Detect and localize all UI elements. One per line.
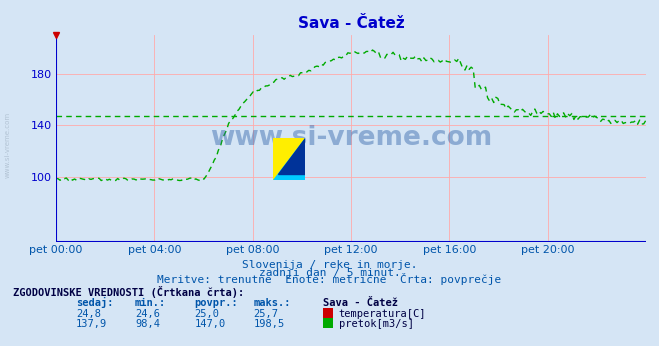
Text: 198,5: 198,5 — [254, 319, 285, 329]
Text: ZGODOVINSKE VREDNOSTI (Črtkana črta):: ZGODOVINSKE VREDNOSTI (Črtkana črta): — [13, 286, 244, 298]
Text: sedaj:: sedaj: — [76, 297, 113, 308]
Text: 147,0: 147,0 — [194, 319, 225, 329]
Text: povpr.:: povpr.: — [194, 298, 238, 308]
Text: www.si-vreme.com: www.si-vreme.com — [5, 112, 11, 179]
Polygon shape — [273, 138, 305, 180]
Text: min.:: min.: — [135, 298, 166, 308]
Text: temperatura[C]: temperatura[C] — [339, 309, 426, 319]
Text: zadnji dan / 5 minut.: zadnji dan / 5 minut. — [258, 268, 401, 278]
Title: Sava - Čatež: Sava - Čatež — [298, 16, 404, 31]
Text: 24,8: 24,8 — [76, 309, 101, 319]
Text: 98,4: 98,4 — [135, 319, 160, 329]
Text: 25,7: 25,7 — [254, 309, 279, 319]
Polygon shape — [273, 138, 305, 180]
Text: www.si-vreme.com: www.si-vreme.com — [210, 125, 492, 152]
Polygon shape — [278, 138, 305, 174]
Text: pretok[m3/s]: pretok[m3/s] — [339, 319, 414, 329]
Text: 24,6: 24,6 — [135, 309, 160, 319]
Text: maks.:: maks.: — [254, 298, 291, 308]
Text: 137,9: 137,9 — [76, 319, 107, 329]
Text: Meritve: trenutne  Enote: metrične  Črta: povprečje: Meritve: trenutne Enote: metrične Črta: … — [158, 273, 501, 285]
Text: 25,0: 25,0 — [194, 309, 219, 319]
Text: Sava - Čatež: Sava - Čatež — [323, 298, 398, 308]
Text: Slovenija / reke in morje.: Slovenija / reke in morje. — [242, 260, 417, 270]
